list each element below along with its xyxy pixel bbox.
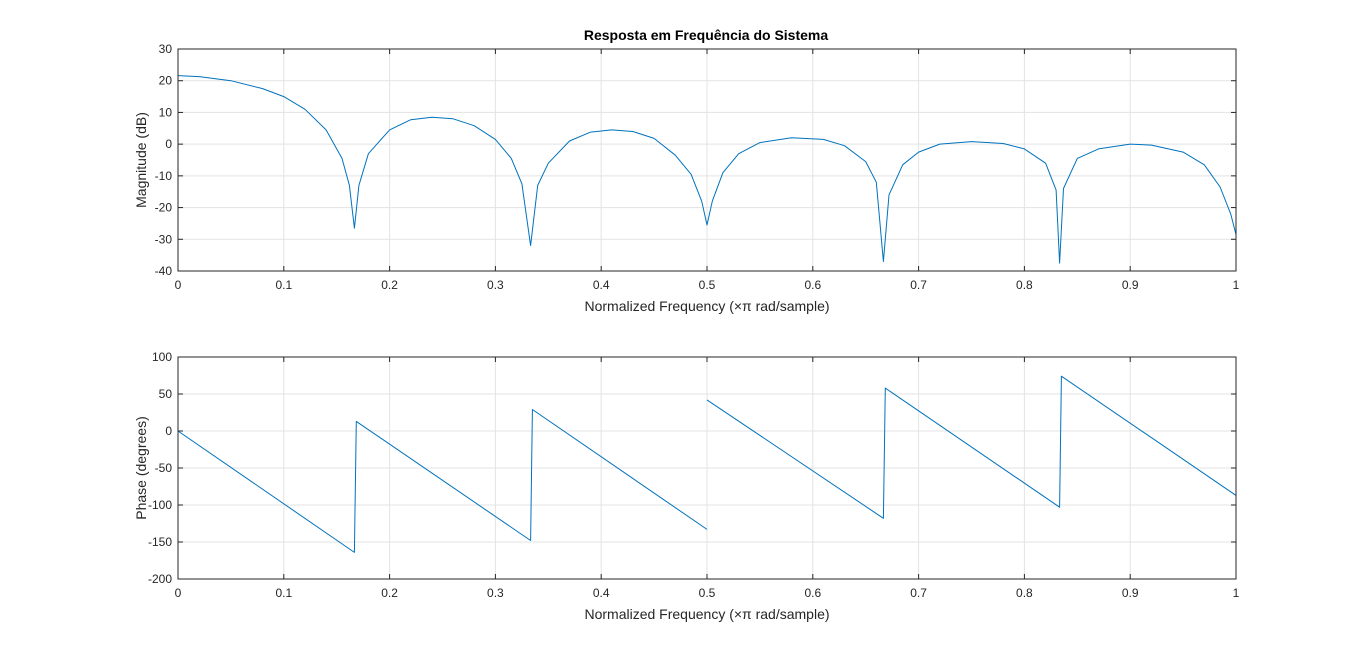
- phase-x-tick-label: 0.6: [804, 586, 821, 600]
- magnitude-y-tick-label: 10: [159, 105, 173, 119]
- magnitude-y-tick-label: 20: [159, 74, 173, 88]
- magnitude-x-tick-label: 0.3: [487, 278, 504, 292]
- phase-x-tick-label: 0.5: [699, 586, 716, 600]
- magnitude-y-tick-label: 0: [165, 137, 172, 151]
- phase-x-tick-label: 0.8: [1016, 586, 1033, 600]
- phase-y-tick-label: -100: [148, 498, 172, 512]
- phase-y-tick-label: 50: [159, 387, 173, 401]
- phase-x-tick-label: 0.4: [593, 586, 610, 600]
- magnitude-x-tick-label: 0.7: [910, 278, 927, 292]
- phase-x-tick-label: 0: [175, 586, 182, 600]
- phase-y-tick-label: -150: [148, 535, 172, 549]
- phase-y-tick-label: -200: [148, 572, 172, 586]
- magnitude-y-axis-label: Magnitude (dB): [133, 112, 149, 208]
- phase-x-tick-label: 0.9: [1122, 586, 1139, 600]
- magnitude-y-tick-label: -30: [155, 232, 173, 246]
- magnitude-axes-box: [177, 48, 1237, 272]
- phase-x-tick-label: 0.3: [487, 586, 504, 600]
- phase-x-axis-label: Normalized Frequency (×π rad/sample): [584, 606, 829, 622]
- phase-y-axis-label: Phase (degrees): [133, 416, 149, 520]
- magnitude-y-tick-label: -40: [155, 264, 173, 278]
- phase-y-tick-label: 0: [165, 424, 172, 438]
- phase-series-line: [177, 375, 1237, 553]
- magnitude-x-tick-label: 0.8: [1016, 278, 1033, 292]
- magnitude-x-axis-label: Normalized Frequency (×π rad/sample): [584, 298, 829, 314]
- magnitude-x-tick-label: 0.6: [804, 278, 821, 292]
- phase-x-tick-label: 0.2: [381, 586, 398, 600]
- magnitude-x-tick-label: 1: [1233, 278, 1240, 292]
- phase-y-tick-label: -50: [155, 461, 173, 475]
- magnitude-x-tick-label: 0.5: [699, 278, 716, 292]
- phase-y-tick-label: 100: [152, 350, 172, 364]
- magnitude-x-tick-label: 0.9: [1122, 278, 1139, 292]
- magnitude-y-tick-label: -20: [155, 201, 173, 215]
- magnitude-x-tick-label: 0.4: [593, 278, 610, 292]
- phase-x-tick-label: 1: [1233, 586, 1240, 600]
- chart-title: Resposta em Frequência do Sistema: [584, 27, 829, 43]
- magnitude-y-tick-label: -10: [155, 169, 173, 183]
- magnitude-x-tick-label: 0.1: [275, 278, 292, 292]
- phase-x-tick-label: 0.1: [275, 586, 292, 600]
- phase-x-tick-label: 0.7: [910, 586, 927, 600]
- magnitude-series-line: [177, 75, 1237, 264]
- magnitude-x-tick-label: 0: [175, 278, 182, 292]
- phase-axes-box: [177, 356, 1237, 580]
- phase-axes: 0 0.1 0.2 0.3 0.4 0.5 0.6 0.7 0.8 0.9 1 100 50 0 -50 -1…: [133, 350, 1240, 622]
- magnitude-y-tick-label: 30: [159, 42, 173, 56]
- magnitude-axes: 0 0.1 0.2 0.3 0.4 0.5 0.6 0.7 0.8 0.9 1 30 20 10 0 -10 -…: [133, 42, 1240, 314]
- magnitude-x-tick-label: 0.2: [381, 278, 398, 292]
